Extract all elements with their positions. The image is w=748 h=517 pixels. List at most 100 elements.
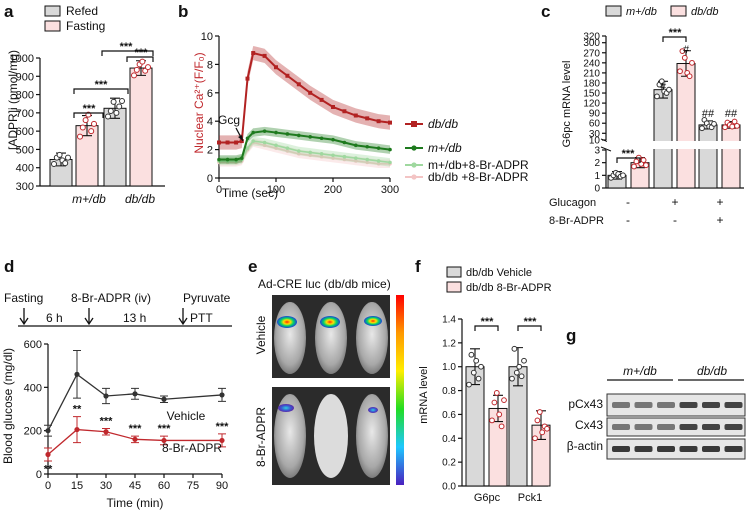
b-point-3 — [354, 159, 358, 163]
f-ytick-label: 0.6 — [442, 410, 456, 421]
a-ytick-label: 500 — [16, 144, 34, 156]
c-data-point — [666, 86, 672, 93]
b-point-2 — [365, 157, 370, 162]
b-point-2 — [331, 153, 335, 158]
c-ytick-label: 0 — [594, 184, 600, 195]
d-point — [74, 426, 80, 433]
d-xtick-label: 90 — [216, 480, 228, 492]
sign-glucagon-2: + — [671, 195, 678, 209]
blot-band-actin — [702, 446, 720, 452]
legend-swatch-fasting — [44, 20, 61, 32]
panel-f-plot: 0.0 0.2 0.4 0.6 0.8 1.0 1.2 1.4 — [442, 315, 551, 493]
b-point-1 — [354, 143, 358, 148]
timeline-6h: 6 h — [46, 311, 63, 325]
a-ytick-label: 1000 — [10, 53, 34, 65]
c-ytick-label: 30 — [589, 129, 601, 140]
b-point-1 — [297, 133, 301, 138]
b-point-2 — [297, 149, 301, 153]
panel-e-letter: e — [248, 257, 257, 276]
d-sig-label: *** — [100, 416, 114, 428]
blot-strip-pcx43 — [606, 393, 746, 417]
f-ytick-label: 1.4 — [442, 315, 456, 326]
b-point-3 — [342, 157, 347, 162]
b-point-dbdb — [388, 120, 392, 125]
b-point-3 — [331, 156, 335, 160]
d-xtick-label: 0 — [45, 480, 51, 492]
a-data-point — [145, 64, 151, 71]
timeline-fasting: Fasting — [4, 291, 43, 305]
b-point-3 — [262, 143, 267, 148]
f-ytick-label: 1.2 — [442, 338, 456, 349]
blot-strip-cx43 — [606, 417, 746, 437]
mouse-d2 — [314, 394, 348, 478]
legend-text-dbdb-br: db/db +8-Br-ADPR — [428, 170, 529, 184]
sig-bracket-c1 — [616, 157, 641, 163]
hash-c4: ## — [725, 108, 738, 120]
row-label-8br: 8-Br-ADPR — [549, 215, 604, 227]
legend-marker-dbdb-br — [411, 174, 417, 180]
a-data-point — [51, 161, 57, 168]
panel-g-band-actin: β-actin — [567, 439, 603, 453]
f-ytick-label: 1.0 — [442, 362, 456, 373]
d-point — [219, 437, 225, 444]
b-xtick-label: 200 — [324, 184, 342, 196]
c-data-point — [699, 125, 705, 132]
f-data-point — [516, 363, 523, 370]
c-data-point — [729, 123, 736, 130]
b-ytick-label: 8 — [207, 59, 213, 71]
panel-d-timeline: Fasting 8-Br-ADPR (iv) Pyruvate 6 h 13 h… — [4, 291, 232, 327]
sign-8br-1: - — [626, 213, 630, 227]
legend-swatch-f-vehicle — [446, 266, 462, 278]
a-data-point — [65, 154, 71, 161]
f-data-point — [496, 411, 503, 418]
c-ytick-label: 2 — [594, 158, 600, 169]
b-point-1 — [342, 140, 347, 145]
b-point-1 — [274, 130, 278, 135]
mouse-v3 — [356, 302, 388, 374]
sig-f1: *** — [481, 316, 495, 328]
d-ytick-label: 600 — [24, 339, 42, 351]
panel-a-significance: *** *** *** *** — [73, 41, 154, 118]
sig-bracket-a1 — [73, 112, 104, 118]
sig-a3: *** — [120, 41, 134, 53]
blot-band-actin — [634, 446, 653, 452]
mouse-v1 — [274, 302, 306, 374]
d-point — [161, 437, 167, 444]
panel-g-letter: g — [566, 326, 576, 345]
b-point-2 — [274, 143, 278, 148]
panel-e-row-vehicle: Vehicle — [254, 315, 268, 354]
panel-a-plot: 300 400 500 600 700 800 900 1000 — [10, 53, 165, 193]
b-point-dbdb — [365, 116, 370, 121]
b-point-dbdb — [225, 140, 230, 145]
b-xtick-label: 300 — [381, 184, 399, 196]
a-data-point — [82, 117, 89, 124]
blot-band-cx43 — [702, 424, 720, 430]
b-point-2 — [342, 154, 347, 159]
sig-a2: *** — [95, 79, 109, 91]
sig-c1: *** — [622, 148, 636, 160]
b-point-dbdb — [274, 65, 278, 70]
b-point-dbdb — [376, 119, 381, 124]
c-data-point — [679, 48, 686, 54]
b-point-1 — [308, 135, 313, 139]
panel-e-imaging-drug — [272, 387, 390, 485]
c-bar-2-0 — [698, 124, 718, 189]
mouse-d1 — [274, 394, 306, 478]
panel-f-xlabel-pck1: Pck1 — [518, 492, 542, 504]
blot-band-cx43 — [679, 424, 698, 430]
sign-8br-2: - — [673, 213, 677, 227]
a-data-point — [110, 98, 117, 105]
panel-a-xlabel-mdb: m+/db — [72, 192, 106, 206]
d-point — [103, 429, 109, 435]
d-series-line-1 — [47, 428, 222, 455]
gcg-arrow-head — [238, 135, 243, 141]
f-data-point — [473, 357, 480, 364]
legend-label-fasting: Fasting — [66, 19, 105, 33]
f-data-point — [534, 417, 541, 424]
blot-band-pcx43 — [679, 402, 698, 408]
c-ytick-label: 240 — [583, 58, 600, 69]
a-data-point — [116, 103, 123, 110]
c-ytick-label: 300 — [583, 38, 600, 49]
blot-strip-actin — [606, 438, 746, 460]
f-data-point — [493, 390, 500, 396]
